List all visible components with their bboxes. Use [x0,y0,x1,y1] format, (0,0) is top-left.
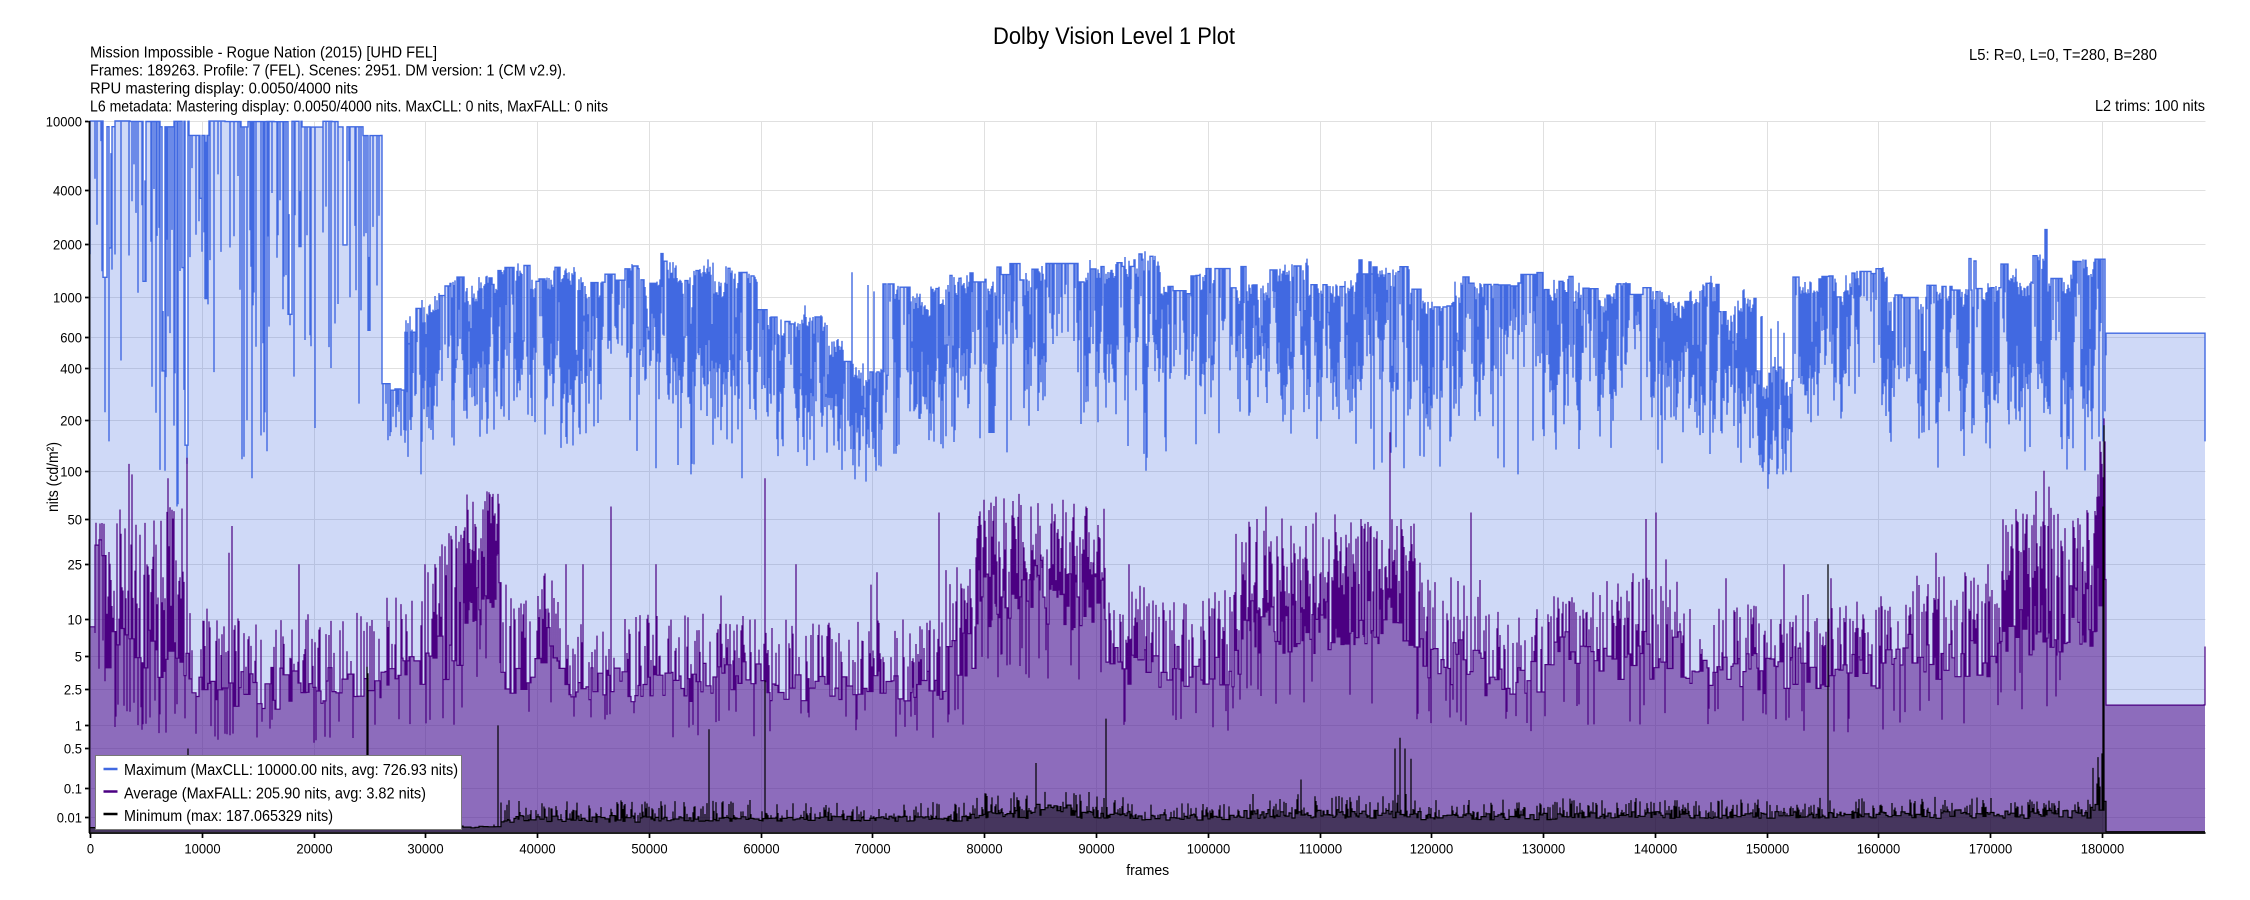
svg-text:0: 0 [87,841,94,857]
svg-text:L2 trims: 100 nits: L2 trims: 100 nits [2095,98,2205,115]
svg-text:180000: 180000 [2081,841,2125,857]
svg-text:80000: 80000 [966,841,1002,857]
svg-text:200: 200 [60,412,82,428]
svg-text:40000: 40000 [519,841,555,857]
svg-text:Dolby Vision Level 1 Plot: Dolby Vision Level 1 Plot [993,23,1235,50]
svg-text:Mission Impossible - Rogue Nat: Mission Impossible - Rogue Nation (2015)… [90,44,437,61]
svg-text:L6 metadata: Mastering display: L6 metadata: Mastering display: 0.0050/4… [90,99,608,116]
svg-text:30000: 30000 [407,841,443,857]
svg-text:110000: 110000 [1299,841,1343,857]
svg-text:130000: 130000 [1522,841,1566,857]
svg-text:400: 400 [60,360,82,376]
svg-text:0.5: 0.5 [64,740,82,756]
svg-text:100000: 100000 [1187,841,1231,857]
svg-text:50000: 50000 [631,841,667,857]
svg-text:25: 25 [68,556,83,572]
svg-text:10000: 10000 [46,113,82,129]
svg-text:90000: 90000 [1078,841,1114,857]
svg-text:20000: 20000 [296,841,332,857]
svg-text:RPU mastering display: 0.0050/: RPU mastering display: 0.0050/4000 nits [90,80,358,97]
svg-text:70000: 70000 [854,841,890,857]
svg-text:Maximum (MaxCLL: 10000.00 nits: Maximum (MaxCLL: 10000.00 nits, avg: 726… [124,762,458,779]
svg-text:140000: 140000 [1634,841,1678,857]
svg-text:600: 600 [60,329,82,345]
svg-text:Average (MaxFALL: 205.90 nits,: Average (MaxFALL: 205.90 nits, avg: 3.82… [124,786,426,803]
svg-text:0.1: 0.1 [64,780,82,796]
svg-text:160000: 160000 [1857,841,1901,857]
svg-text:2.5: 2.5 [64,681,82,697]
svg-text:120000: 120000 [1410,841,1454,857]
svg-text:frames: frames [1126,862,1169,879]
svg-text:10: 10 [68,611,83,627]
svg-text:170000: 170000 [1969,841,2013,857]
svg-text:50: 50 [68,511,83,527]
svg-text:10000: 10000 [184,841,220,857]
svg-text:nits (cd/m²): nits (cd/m²) [45,442,62,512]
svg-text:L5: R=0, L=0, T=280, B=280: L5: R=0, L=0, T=280, B=280 [1969,47,2157,64]
svg-text:5: 5 [75,648,82,664]
svg-text:Minimum (max: 187.065329 nits): Minimum (max: 187.065329 nits) [124,808,333,825]
svg-text:1000: 1000 [53,289,82,305]
svg-text:4000: 4000 [53,182,82,198]
svg-text:100: 100 [60,463,82,479]
svg-text:Frames: 189263. Profile: 7 (FE: Frames: 189263. Profile: 7 (FEL). Scenes… [90,63,566,80]
svg-text:60000: 60000 [743,841,779,857]
svg-text:0.01: 0.01 [57,809,82,825]
svg-text:150000: 150000 [1746,841,1790,857]
svg-text:1: 1 [75,717,82,733]
svg-text:2000: 2000 [53,236,82,252]
